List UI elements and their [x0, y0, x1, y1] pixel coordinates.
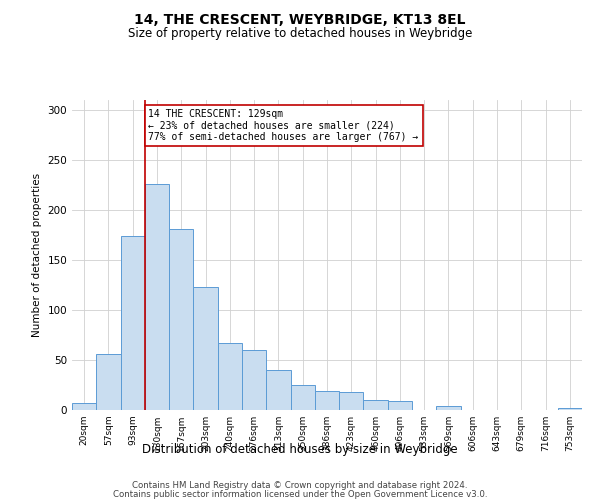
Bar [121, 236, 145, 410]
Text: Contains HM Land Registry data © Crown copyright and database right 2024.: Contains HM Land Registry data © Crown c… [132, 481, 468, 490]
Text: Contains public sector information licensed under the Open Government Licence v3: Contains public sector information licen… [113, 490, 487, 499]
Bar [218, 343, 242, 410]
Bar [290, 385, 315, 410]
Bar [388, 401, 412, 410]
Text: Distribution of detached houses by size in Weybridge: Distribution of detached houses by size … [142, 442, 458, 456]
Bar [436, 406, 461, 410]
Bar [339, 392, 364, 410]
Bar [96, 354, 121, 410]
Bar [169, 229, 193, 410]
Bar [72, 403, 96, 410]
Bar [315, 391, 339, 410]
Bar [193, 287, 218, 410]
Bar [145, 184, 169, 410]
Bar [364, 400, 388, 410]
Text: 14, THE CRESCENT, WEYBRIDGE, KT13 8EL: 14, THE CRESCENT, WEYBRIDGE, KT13 8EL [134, 12, 466, 26]
Bar [266, 370, 290, 410]
Text: Size of property relative to detached houses in Weybridge: Size of property relative to detached ho… [128, 28, 472, 40]
Y-axis label: Number of detached properties: Number of detached properties [32, 173, 42, 337]
Bar [558, 408, 582, 410]
Text: 14 THE CRESCENT: 129sqm
← 23% of detached houses are smaller (224)
77% of semi-d: 14 THE CRESCENT: 129sqm ← 23% of detache… [149, 110, 419, 142]
Bar [242, 350, 266, 410]
